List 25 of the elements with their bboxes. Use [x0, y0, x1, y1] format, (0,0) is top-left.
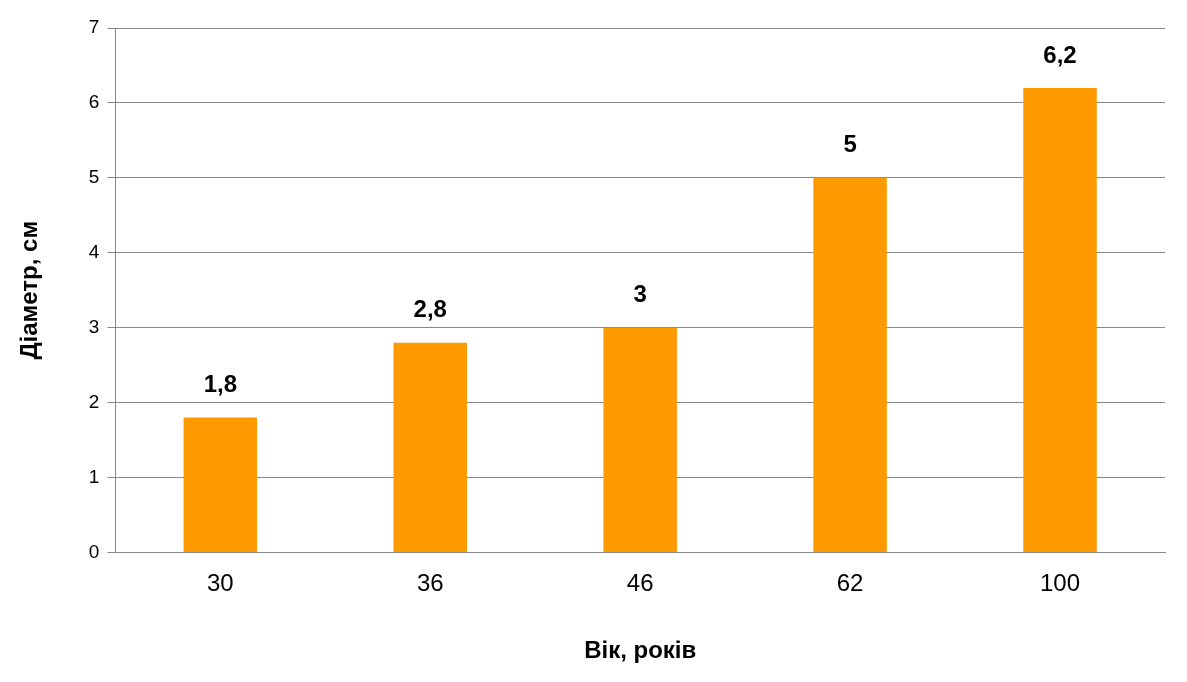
y-tick-label: 4	[88, 240, 100, 262]
bar	[1023, 87, 1097, 552]
y-axis-title: Діаметр, см	[15, 220, 43, 360]
y-tick-label: 0	[88, 540, 100, 562]
x-axis-title: Вік, років	[584, 636, 697, 664]
y-tick-label: 3	[88, 315, 100, 337]
data-label: 3	[633, 280, 647, 308]
data-label: 2,8	[413, 295, 447, 323]
y-tick-label: 5	[88, 166, 100, 188]
y-tick-label: 1	[88, 465, 100, 487]
y-tick-label: 7	[88, 16, 100, 38]
x-tick-label: 62	[836, 569, 864, 597]
y-tick-label: 6	[88, 91, 100, 113]
bar	[603, 327, 677, 552]
data-label: 5	[843, 130, 857, 158]
bar	[183, 417, 258, 552]
y-tick-label: 2	[88, 390, 100, 412]
x-tick-label: 36	[416, 569, 444, 597]
data-label: 6,2	[1043, 40, 1077, 68]
x-tick-label: 30	[206, 569, 234, 597]
x-tick-label: 100	[1040, 569, 1081, 597]
bar	[393, 342, 467, 552]
x-tick-label: 46	[626, 569, 654, 597]
bar	[813, 177, 887, 552]
data-label: 1,8	[203, 370, 238, 398]
